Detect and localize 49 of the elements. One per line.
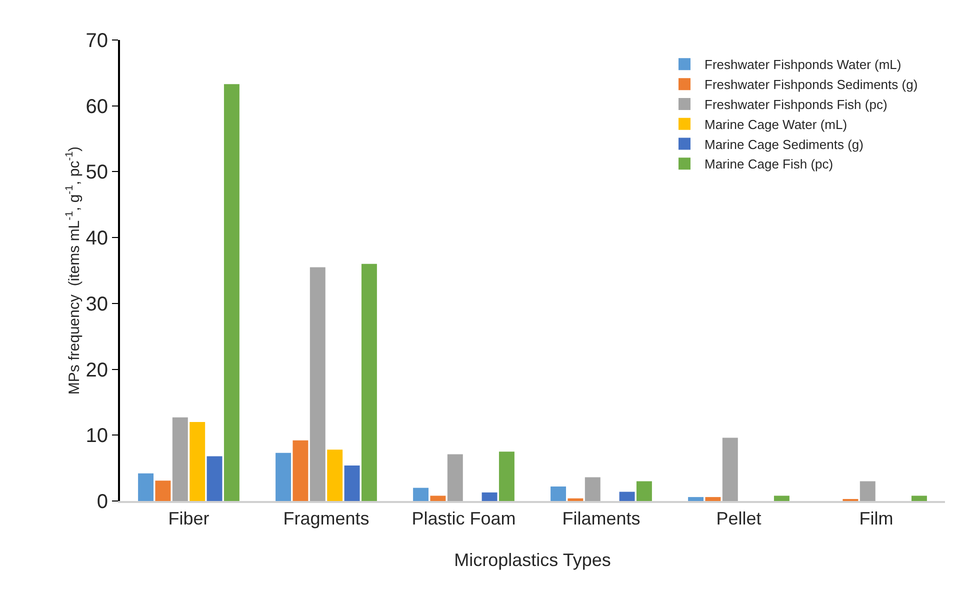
legend-label: Marine Cage Sediments (g) bbox=[704, 136, 864, 152]
legend-label: Marine Cage Fish (pc) bbox=[704, 156, 834, 172]
legend-label: Freshwater Fishponds Fish (pc) bbox=[704, 97, 888, 112]
bar bbox=[224, 84, 240, 501]
legend-label: Freshwater Fishponds Water (mL) bbox=[704, 57, 902, 72]
bar bbox=[722, 438, 738, 501]
x-axis-title: Microplastics Types bbox=[454, 550, 611, 570]
bar bbox=[344, 465, 360, 501]
y-tick-label: 60 bbox=[86, 96, 108, 118]
bar bbox=[498, 452, 514, 501]
bar bbox=[705, 497, 721, 501]
x-tick-label: Fiber bbox=[168, 508, 210, 529]
bar bbox=[911, 496, 927, 501]
bar bbox=[327, 450, 343, 501]
y-tick-label: 70 bbox=[86, 30, 108, 52]
bar bbox=[361, 264, 377, 501]
bar bbox=[430, 496, 446, 501]
x-tick-label: Pellet bbox=[716, 508, 762, 529]
legend-label: Freshwater Fishponds Sediments (g) bbox=[704, 77, 918, 92]
x-tick-label: Plastic Foam bbox=[412, 508, 516, 529]
bar bbox=[155, 480, 171, 501]
bar bbox=[138, 473, 154, 501]
y-tick-label: 40 bbox=[86, 228, 108, 250]
bar bbox=[568, 498, 584, 501]
bar bbox=[413, 488, 429, 501]
legend-label: Marine Cage Water (mL) bbox=[704, 116, 848, 132]
bar bbox=[774, 496, 790, 501]
y-tick-label: 50 bbox=[86, 162, 108, 184]
bar bbox=[190, 422, 206, 501]
bar bbox=[276, 452, 292, 501]
y-tick-label: 0 bbox=[96, 491, 108, 513]
bar bbox=[584, 477, 600, 501]
y-tick-label: 30 bbox=[86, 293, 108, 316]
bar bbox=[292, 440, 308, 501]
bar bbox=[688, 497, 704, 501]
bar bbox=[310, 267, 326, 501]
bar bbox=[636, 481, 652, 501]
bar bbox=[447, 454, 463, 501]
bar bbox=[860, 481, 876, 501]
x-tick-label: Film bbox=[859, 508, 894, 529]
bar bbox=[206, 456, 222, 501]
x-tick-label: Fragments bbox=[283, 508, 370, 529]
bar bbox=[550, 486, 566, 501]
bar bbox=[482, 492, 498, 501]
y-tick-label: 20 bbox=[86, 359, 108, 382]
bar bbox=[172, 417, 188, 501]
x-tick-label: Filaments bbox=[562, 508, 640, 529]
bar bbox=[619, 492, 635, 501]
y-tick-label: 10 bbox=[86, 425, 108, 448]
